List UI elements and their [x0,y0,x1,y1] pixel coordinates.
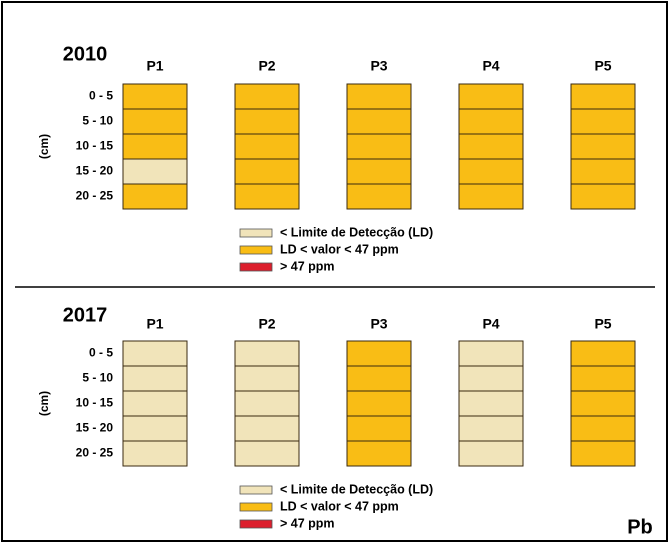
depth-cell [458,415,524,442]
point-label: P5 [594,58,611,74]
legend-label: LD < valor < 47 ppm [280,242,399,256]
legend-swatch [239,245,273,255]
depth-cell [570,83,636,110]
depth-cell [458,340,524,367]
depth-cell [346,390,412,417]
depth-cell [122,83,188,110]
depth-cell [234,415,300,442]
depth-cell [570,340,636,367]
depth-cell [346,108,412,135]
depth-label: 20 - 25 [76,189,114,203]
depth-cell [570,133,636,160]
depth-cell [458,440,524,467]
depth-cell [458,365,524,392]
depth-cell [122,365,188,392]
point-label: P4 [482,316,499,332]
depth-cell [122,183,188,210]
depth-cell [234,158,300,185]
depth-label: 10 - 15 [76,396,114,410]
depth-label: 20 - 25 [76,446,114,460]
depth-cell [346,158,412,185]
year-label: 2010 [63,43,108,65]
depth-cell [122,390,188,417]
point-label: P1 [146,316,163,332]
depth-cell [458,133,524,160]
point-label: P1 [146,58,163,74]
depth-cell [122,158,188,185]
point-label: P2 [258,58,275,74]
depth-cell [122,415,188,442]
depth-label: 15 - 20 [76,421,114,435]
depth-label: 0 - 5 [89,346,113,360]
legend-label: < Limite de Detecção (LD) [280,225,433,239]
element-label: Pb [627,516,653,538]
depth-label: 15 - 20 [76,164,114,178]
depth-cell [234,183,300,210]
depth-cell [346,415,412,442]
legend-swatch [239,519,273,529]
depth-cell [458,83,524,110]
depth-cell [570,440,636,467]
depth-label: 0 - 5 [89,89,113,103]
depth-cell [570,158,636,185]
depth-cell [122,340,188,367]
unit-label: (cm) [37,391,51,416]
legend-swatch [239,502,273,512]
depth-cell [234,108,300,135]
depth-cell [346,133,412,160]
depth-label: 10 - 15 [76,139,114,153]
depth-cell [122,108,188,135]
depth-cell [346,183,412,210]
legend-label: > 47 ppm [280,516,335,530]
depth-cell [234,83,300,110]
legend-label: > 47 ppm [280,259,335,273]
point-label: P3 [370,58,387,74]
depth-cell [458,183,524,210]
depth-cell [234,390,300,417]
depth-cell [346,340,412,367]
depth-cell [122,440,188,467]
legend-swatch [239,262,273,272]
depth-cell [570,108,636,135]
depth-cell [234,440,300,467]
depth-cell [458,108,524,135]
depth-cell [458,158,524,185]
depth-cell [234,365,300,392]
unit-label: (cm) [37,134,51,159]
depth-cell [570,365,636,392]
legend-label: < Limite de Detecção (LD) [280,482,433,496]
depth-cell [234,340,300,367]
point-label: P3 [370,316,387,332]
depth-cell [346,365,412,392]
depth-cell [346,83,412,110]
point-label: P5 [594,316,611,332]
depth-cell [458,390,524,417]
depth-cell [570,183,636,210]
point-label: P2 [258,316,275,332]
depth-label: 5 - 10 [82,371,113,385]
depth-cell [346,440,412,467]
depth-cell [122,133,188,160]
depth-cell [234,133,300,160]
legend-swatch [239,485,273,495]
year-label: 2017 [63,304,108,326]
legend-swatch [239,228,273,238]
depth-cell [570,390,636,417]
depth-label: 5 - 10 [82,114,113,128]
legend-label: LD < valor < 47 ppm [280,499,399,513]
point-label: P4 [482,58,499,74]
depth-cell [570,415,636,442]
